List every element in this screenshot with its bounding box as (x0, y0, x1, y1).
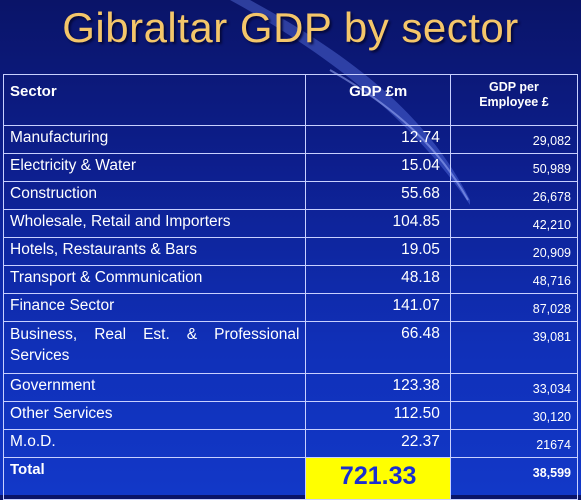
sector-cell: M.o.D. (2, 429, 307, 458)
gdp-cell: 112.50 (305, 401, 451, 430)
table-row: Electricity & Water 15.04 50,989 (2, 153, 579, 182)
header-sector: Sector (2, 74, 307, 126)
per-employee-cell: 50,989 (449, 153, 579, 182)
slide-title: Gibraltar GDP by sector (62, 4, 519, 51)
gdp-table: Sector GDP £m GDP per Employee £ Manufac… (2, 74, 579, 500)
table-row: Construction 55.68 26,678 (2, 181, 579, 210)
sector-cell: Business, Real Est. & Professional Servi… (2, 321, 307, 374)
per-employee-cell: 20,909 (449, 237, 579, 266)
table-row: Finance Sector 141.07 87,028 (2, 293, 579, 322)
gdp-cell: 123.38 (305, 373, 451, 402)
sector-cell: Construction (2, 181, 307, 210)
gdp-cell: 48.18 (305, 265, 451, 294)
table-row: Transport & Communication 48.18 48,716 (2, 265, 579, 294)
total-gdp-value: 721.33 (305, 457, 451, 500)
gdp-cell: 22.37 (305, 429, 451, 458)
per-employee-cell: 29,082 (449, 125, 579, 154)
gdp-cell: 104.85 (305, 209, 451, 238)
sector-cell: Wholesale, Retail and Importers (2, 209, 307, 238)
total-label: Total (2, 457, 307, 500)
sector-cell: Manufacturing (2, 125, 307, 154)
table-row: Hotels, Restaurants & Bars 19.05 20,909 (2, 237, 579, 266)
sector-cell: Electricity & Water (2, 153, 307, 182)
gdp-cell: 15.04 (305, 153, 451, 182)
per-employee-cell: 21674 (449, 429, 579, 458)
gdp-cell: 66.48 (305, 321, 451, 374)
sector-cell: Government (2, 373, 307, 402)
per-employee-cell: 30,120 (449, 401, 579, 430)
sector-cell: Finance Sector (2, 293, 307, 322)
table-row: Government 123.38 33,034 (2, 373, 579, 402)
header-gdp: GDP £m (305, 74, 451, 126)
total-row: Total 721.33 38,599 (2, 457, 579, 500)
table-row: Other Services 112.50 30,120 (2, 401, 579, 430)
gdp-cell: 141.07 (305, 293, 451, 322)
total-per-employee-value: 38,599 (449, 457, 579, 500)
gdp-cell: 12.74 (305, 125, 451, 154)
header-gdp-per-employee: GDP per Employee £ (449, 74, 579, 126)
per-employee-cell: 26,678 (449, 181, 579, 210)
table-row: Wholesale, Retail and Importers 104.85 4… (2, 209, 579, 238)
per-employee-cell: 33,034 (449, 373, 579, 402)
gdp-cell: 19.05 (305, 237, 451, 266)
per-employee-cell: 87,028 (449, 293, 579, 322)
gdp-cell: 55.68 (305, 181, 451, 210)
per-employee-cell: 39,081 (449, 321, 579, 374)
sector-cell: Hotels, Restaurants & Bars (2, 237, 307, 266)
table-row: Business, Real Est. & Professional Servi… (2, 321, 579, 374)
per-employee-cell: 42,210 (449, 209, 579, 238)
sector-cell: Other Services (2, 401, 307, 430)
table-row: Manufacturing 12.74 29,082 (2, 125, 579, 154)
table-row: M.o.D. 22.37 21674 (2, 429, 579, 458)
header-gdp-per-employee-line2: Employee £ (479, 95, 549, 109)
header-gdp-per-employee-line1: GDP per (489, 80, 539, 94)
per-employee-cell: 48,716 (449, 265, 579, 294)
table-header-row: Sector GDP £m GDP per Employee £ (2, 74, 579, 126)
sector-cell: Transport & Communication (2, 265, 307, 294)
